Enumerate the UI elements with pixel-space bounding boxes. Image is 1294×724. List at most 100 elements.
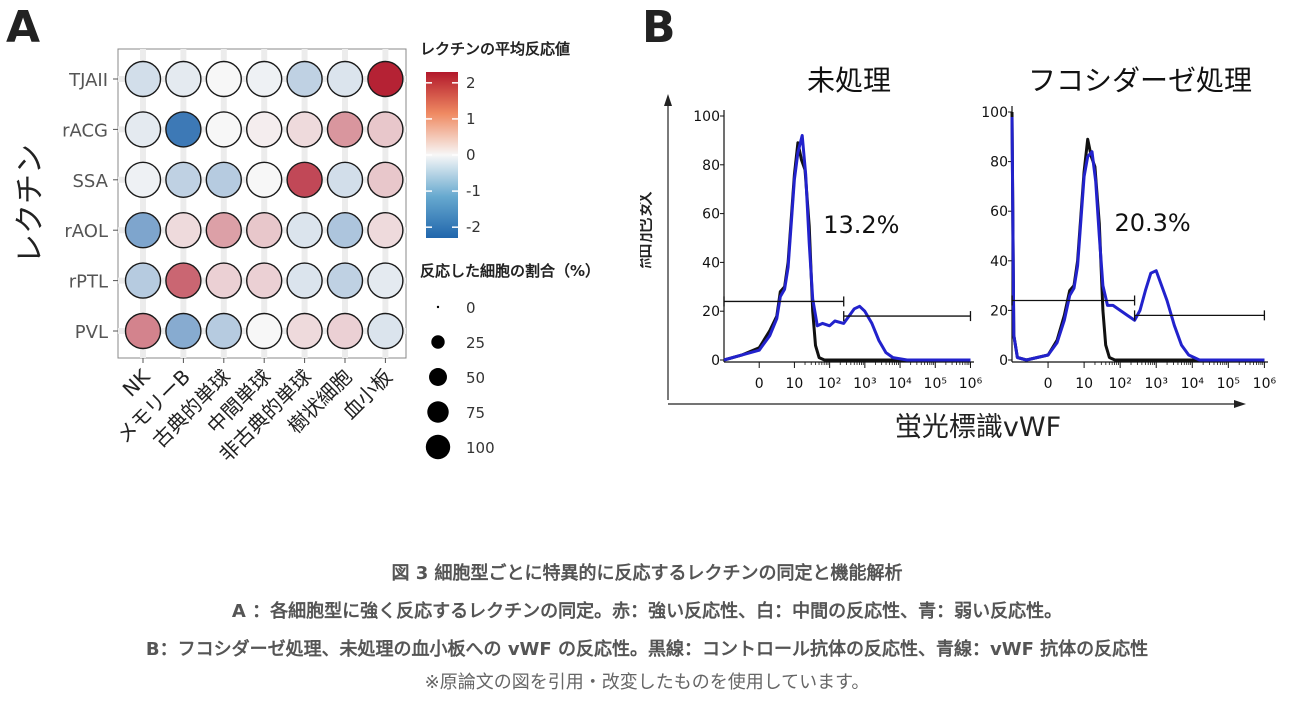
row-label: rACG	[62, 120, 108, 141]
dot	[205, 161, 243, 199]
outer-y-arrow	[664, 94, 672, 106]
y-tick-label: 60	[990, 204, 1008, 220]
dot	[124, 111, 162, 148]
dot	[367, 262, 404, 299]
row-label: SSA	[73, 171, 109, 192]
dot	[205, 262, 243, 299]
dot	[246, 211, 283, 249]
x-tick-label: 10⁶	[1253, 376, 1277, 392]
dot	[326, 60, 364, 98]
figure-caption: 図 3 細胞型ごとに特異的に反応するレクチンの同定と機能解析 A ：各細胞型に強…	[0, 558, 1294, 694]
size-legend-label: 50	[466, 369, 485, 387]
gate-percent-label: 20.3%	[1114, 209, 1190, 237]
dot	[205, 211, 243, 249]
dot	[326, 262, 364, 299]
dot	[367, 312, 404, 350]
dot	[246, 312, 283, 350]
caption-note: ※原論文の図を引用・改変したものを使用しています。	[424, 672, 870, 693]
dot	[246, 111, 283, 148]
y-tick-label: 20	[990, 303, 1008, 319]
y-axis-title: レクチン	[13, 144, 48, 264]
x-tick-label: 10⁶	[959, 376, 983, 392]
size-legend-items: 0 25 50 75 100	[425, 299, 495, 460]
dot-layer	[124, 60, 404, 350]
color-tick-label: 2	[466, 74, 476, 92]
dot	[326, 211, 364, 249]
size-legend-dot	[427, 401, 449, 423]
x-tick-label: 10³	[853, 376, 876, 392]
dot	[367, 211, 404, 249]
x-tick-label: 10	[1075, 376, 1093, 392]
size-legend-label: 0	[466, 299, 476, 317]
dot	[124, 211, 162, 249]
y-tick-label: 0	[999, 353, 1008, 369]
color-tick-label: -1	[466, 182, 481, 200]
row-label: PVL	[75, 322, 108, 343]
dot	[286, 161, 323, 199]
series-control-line	[723, 141, 971, 362]
histogram-title: 未処理	[807, 64, 891, 97]
dot	[165, 60, 202, 98]
histogram-title: フコシダーゼ処理	[1028, 64, 1252, 97]
gate-percent-label: 13.2%	[823, 211, 899, 239]
x-tick-label: 10³	[1145, 376, 1168, 392]
dot	[205, 60, 243, 98]
histogram-untreated: 未処理 0 20 40 60 80 100 0 10 10² 10³ 10⁴ 10⁵ 10⁶ 13.2%	[693, 64, 982, 392]
y-tick-label: 60	[702, 207, 720, 223]
x-tick-label: 10²	[818, 376, 841, 392]
dot	[165, 211, 202, 249]
color-tick-label: 0	[466, 146, 476, 164]
color-legend-ticks: 2 1 0 -1 -2	[426, 74, 481, 236]
dot	[246, 161, 283, 199]
series-vWF-line	[723, 134, 971, 362]
y-tick-label: 20	[702, 304, 720, 320]
series-vWF-line	[1010, 116, 1265, 362]
dot	[165, 111, 202, 148]
histogram-fucosidase: フコシダーゼ処理 0 20 40 60 80 100 0 10 10² 10³ 10⁴ 10⁵ 10⁶ 20…	[981, 64, 1276, 392]
size-legend-label: 100	[466, 439, 495, 457]
color-tick-label: 1	[466, 110, 476, 128]
y-tick-label: 40	[702, 255, 720, 271]
size-legend-title: 反応した細胞の割合（%）	[420, 262, 600, 280]
outer-x-arrow	[1234, 400, 1246, 408]
dot	[124, 312, 162, 350]
dot	[286, 262, 323, 299]
dot	[205, 111, 243, 148]
size-legend-dot	[425, 434, 451, 460]
dot	[286, 60, 323, 98]
x-tick-label: 10	[786, 376, 804, 392]
y-tick-label: 40	[990, 254, 1008, 270]
dot	[124, 60, 162, 98]
dot	[165, 262, 202, 299]
dot	[124, 161, 162, 199]
x-tick-label: 0	[1044, 376, 1053, 392]
dot	[124, 262, 162, 299]
x-tick-label: 0	[755, 376, 764, 392]
b-x-axis-title: 蛍光標識vWF	[895, 412, 1061, 443]
size-legend-label: 75	[466, 404, 485, 422]
panel-a-chart: レクチン TJAII rACG SSA rAOL rPTL PVL NKメモリーB古典的単…	[13, 40, 600, 466]
panel-a-letter: A	[6, 2, 41, 53]
dot	[165, 312, 202, 350]
row-label: rAOL	[64, 221, 108, 242]
caption-line-a: A ：各細胞型に強く反応するレクチンの同定。赤：強い反応性、白：中間の反応性、青…	[231, 601, 1063, 622]
y-tick-label: 0	[711, 353, 720, 369]
dot	[367, 111, 404, 148]
size-legend-dot	[436, 305, 440, 309]
y-tick-label: 100	[981, 105, 1008, 121]
size-legend-dot	[431, 335, 445, 349]
dot	[286, 211, 323, 249]
y-tick-label: 80	[702, 158, 720, 174]
dot	[367, 60, 404, 98]
dot	[286, 312, 323, 350]
row-label: rPTL	[69, 272, 108, 293]
panel-b-letter: B	[642, 2, 676, 53]
x-tick-label: 10⁵	[1217, 376, 1240, 392]
dot	[205, 312, 243, 350]
dot	[367, 161, 404, 199]
dot	[246, 60, 283, 98]
color-tick-label: -2	[466, 218, 481, 236]
caption-line-b: B：フコシダーゼ処理、未処理の血小板への vWF の反応性。黒線：コントロール抗…	[145, 639, 1149, 660]
